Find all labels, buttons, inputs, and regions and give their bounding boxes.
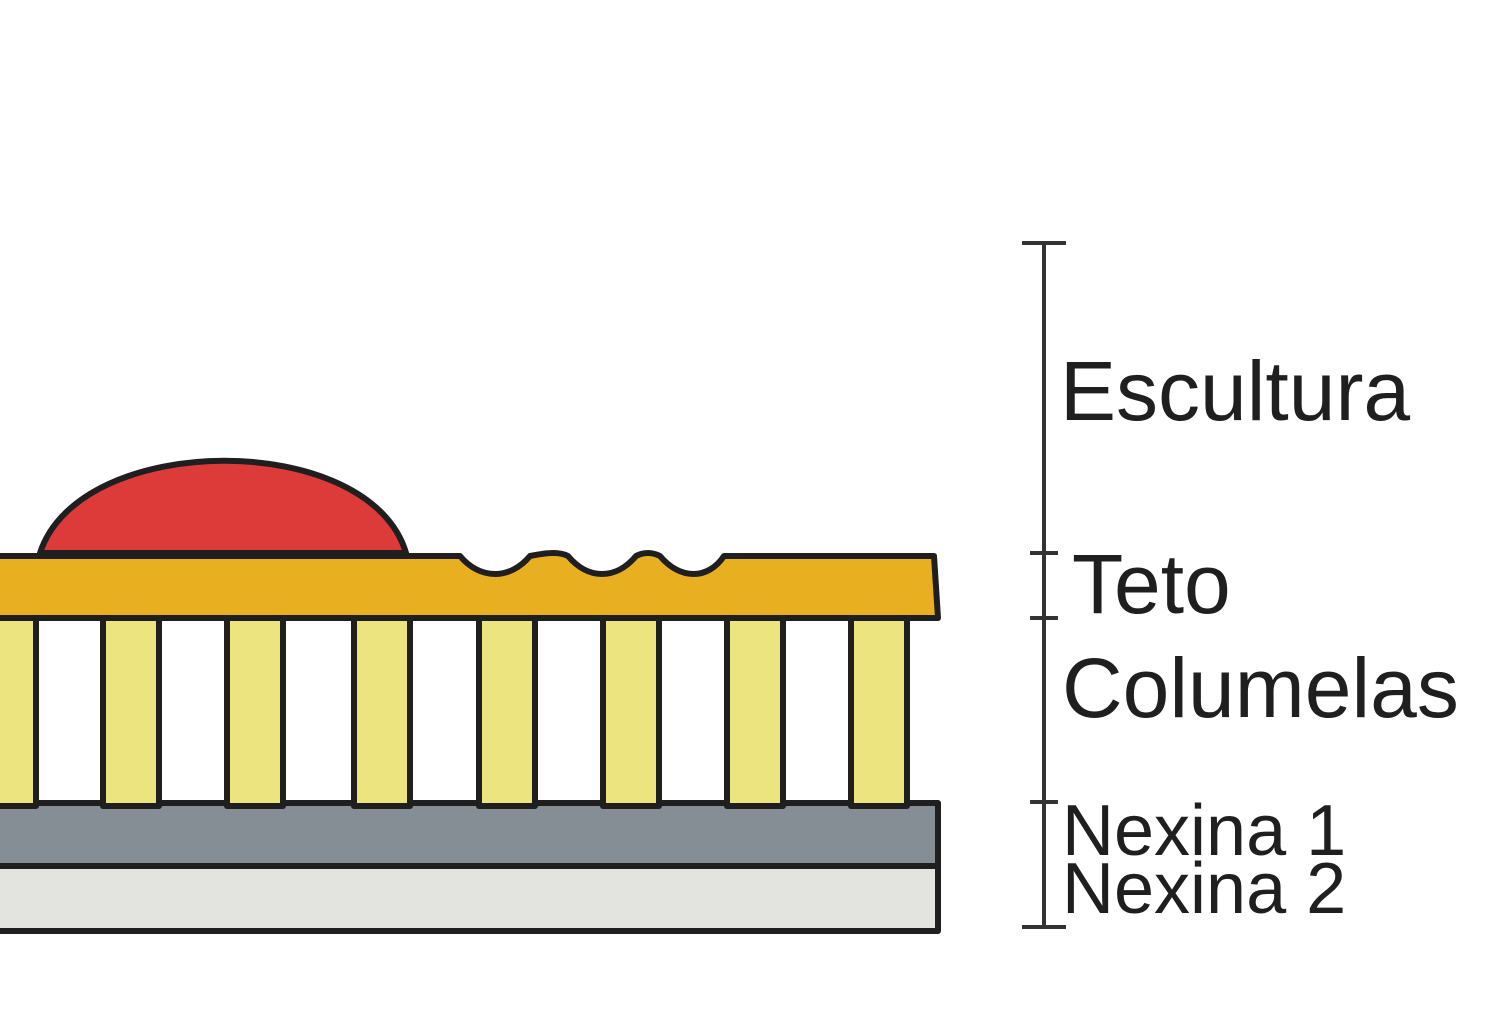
columela-2	[100, 613, 162, 809]
scale-bar	[1022, 241, 1066, 929]
columela-7	[724, 613, 786, 809]
columela-3	[224, 613, 286, 809]
nexina-2-layer	[0, 863, 941, 934]
columela-4	[351, 613, 413, 809]
nexina-1-layer	[0, 800, 941, 869]
teto-layer	[0, 550, 941, 621]
label-nexina-2: Nexina 2	[1062, 849, 1346, 929]
columela-5	[476, 613, 538, 809]
label-teto: Teto	[1072, 537, 1231, 631]
label-escultura: Escultura	[1060, 344, 1410, 438]
label-columelas: Columelas	[1062, 641, 1459, 735]
columelas-group	[0, 613, 910, 809]
columela-8	[848, 613, 910, 809]
columela-6	[600, 613, 662, 809]
columela-1	[0, 613, 39, 809]
escultura-shape	[37, 457, 409, 556]
label-nexina-1: Nexina 1	[1062, 791, 1346, 871]
